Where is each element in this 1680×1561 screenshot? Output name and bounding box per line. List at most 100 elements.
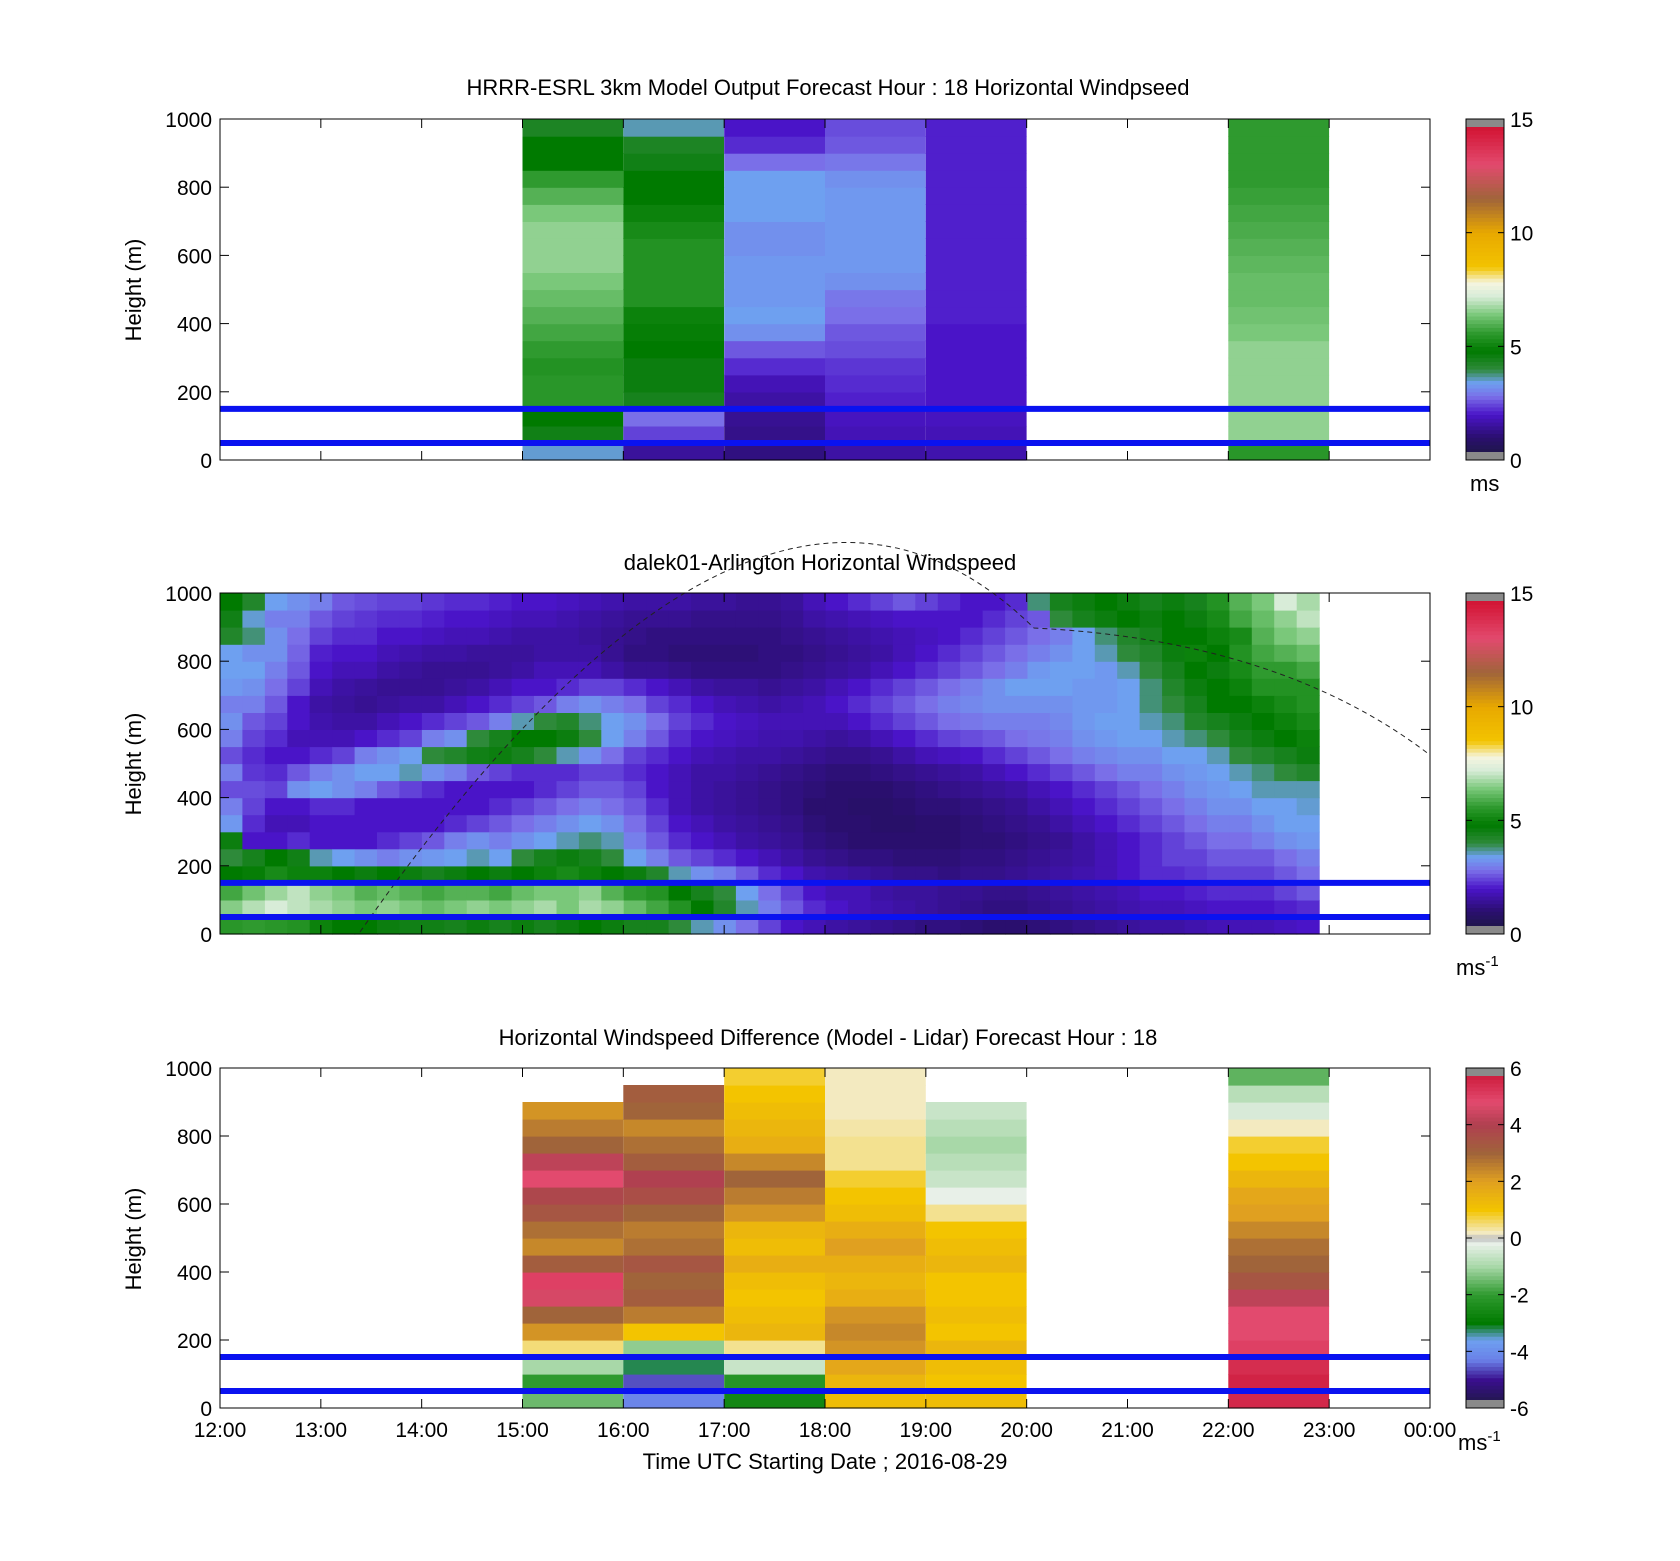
heatmap-cell (522, 1187, 624, 1205)
heatmap-cell (937, 593, 961, 611)
heatmap-cell (264, 678, 288, 696)
colorbar-swatch (1466, 892, 1504, 897)
colorbar-swatch (1466, 145, 1504, 150)
heatmap-cell (354, 814, 378, 833)
heatmap-cell (511, 593, 535, 611)
heatmap-cell (1228, 1085, 1330, 1103)
heatmap-cell (601, 644, 625, 662)
heatmap-cell (960, 678, 984, 696)
heatmap-cell (1162, 661, 1186, 679)
heatmap-cell (220, 661, 243, 679)
heatmap-cell (646, 610, 670, 628)
heatmap-cell (1228, 1391, 1330, 1409)
heatmap-cell (1206, 865, 1230, 884)
heatmap-cell (1027, 882, 1051, 901)
colorbar-underflow (1466, 1400, 1504, 1408)
heatmap-cell (522, 1153, 624, 1171)
heatmap-cell (646, 678, 670, 696)
heatmap-cell (1027, 865, 1051, 884)
heatmap-cell (1027, 797, 1051, 816)
heatmap-cell (466, 882, 490, 901)
y-tick-label: 1000 (165, 109, 212, 132)
heatmap-cell (399, 593, 423, 611)
heatmap-cell (354, 882, 378, 901)
heatmap-cell (1049, 627, 1073, 645)
colorbar-swatch (1466, 1204, 1504, 1209)
heatmap-cell (646, 780, 670, 799)
heatmap-cell (735, 763, 759, 782)
heatmap-cell (309, 882, 333, 901)
heatmap-cell (220, 797, 243, 816)
heatmap-cell (332, 729, 356, 748)
heatmap-cell (489, 695, 513, 713)
heatmap-cell (870, 610, 894, 628)
heatmap-cell (264, 882, 288, 901)
heatmap-cell (522, 323, 624, 342)
heatmap-cell (466, 746, 490, 765)
colorbar-unit-base: ms (1470, 471, 1499, 496)
heatmap-cell (623, 1204, 725, 1222)
heatmap-cell (309, 695, 333, 713)
colorbar-swatch (1466, 812, 1504, 818)
heatmap-cell (870, 814, 894, 833)
heatmap-cell (1117, 610, 1141, 628)
heatmap-cell (1184, 831, 1208, 850)
colorbar-swatch (1466, 1215, 1504, 1220)
heatmap-cell (758, 627, 782, 645)
colorbar-swatch (1466, 627, 1504, 632)
y-tick-label: 600 (177, 1194, 212, 1217)
heatmap-cell (780, 610, 804, 628)
x-tick-marks (219, 593, 1431, 934)
heatmap-cell (925, 1187, 1027, 1205)
heatmap-cell (1228, 1170, 1330, 1188)
y-tick-label: 600 (177, 719, 212, 742)
heatmap-cell (691, 917, 714, 935)
colorbar-swatch (1466, 441, 1504, 446)
heatmap-cell (578, 865, 602, 884)
heatmap-cell (1005, 712, 1029, 730)
heatmap-cell (601, 917, 625, 935)
heatmap-cell (937, 882, 961, 901)
heatmap-cell (925, 323, 1027, 342)
heatmap-cell (915, 797, 939, 816)
heatmap-cell (735, 729, 759, 748)
heatmap-cell (1229, 695, 1253, 713)
heatmap-cell (937, 917, 961, 935)
heatmap-cell (1274, 882, 1298, 901)
heatmap-cell (668, 780, 692, 799)
colorbar-swatch (1466, 899, 1504, 905)
heatmap-cell (556, 899, 580, 918)
heatmap-cell (803, 593, 827, 611)
colorbar-swatch (1466, 623, 1504, 628)
colorbar-swatch (1466, 831, 1504, 836)
heatmap-cell (735, 695, 759, 713)
reference-lines (220, 405, 1430, 446)
colorbar-swatch (1466, 1351, 1504, 1356)
heatmap-cell (399, 678, 423, 696)
heatmap-cell (758, 831, 782, 850)
colorbar-swatch (1466, 1207, 1504, 1213)
heatmap-cell (780, 678, 804, 696)
heatmap-cell (982, 780, 1006, 799)
heatmap-cell (522, 306, 624, 325)
heatmap-cell (724, 1068, 825, 1086)
heatmap-cell (1251, 746, 1275, 765)
heatmap-cell (623, 238, 725, 256)
colorbar-swatch (1466, 1324, 1504, 1330)
heatmap-cell (489, 780, 513, 799)
heatmap-cell (534, 610, 557, 628)
colorbar-swatch (1466, 414, 1504, 419)
y-tick-label: 0 (200, 1398, 212, 1421)
heatmap-cell (1072, 695, 1096, 713)
heatmap-cell (556, 695, 580, 713)
colorbar-swatch (1466, 1098, 1504, 1103)
heatmap-cell (511, 695, 535, 713)
heatmap-cell (1162, 695, 1186, 713)
heatmap-cell (848, 729, 871, 748)
heatmap-cell (1027, 763, 1051, 782)
heatmap-cell (1184, 780, 1208, 799)
heatmap-cell (1049, 865, 1073, 884)
heatmap-cell (646, 644, 670, 662)
heatmap-cell (309, 661, 333, 679)
heatmap-cell (220, 882, 243, 901)
